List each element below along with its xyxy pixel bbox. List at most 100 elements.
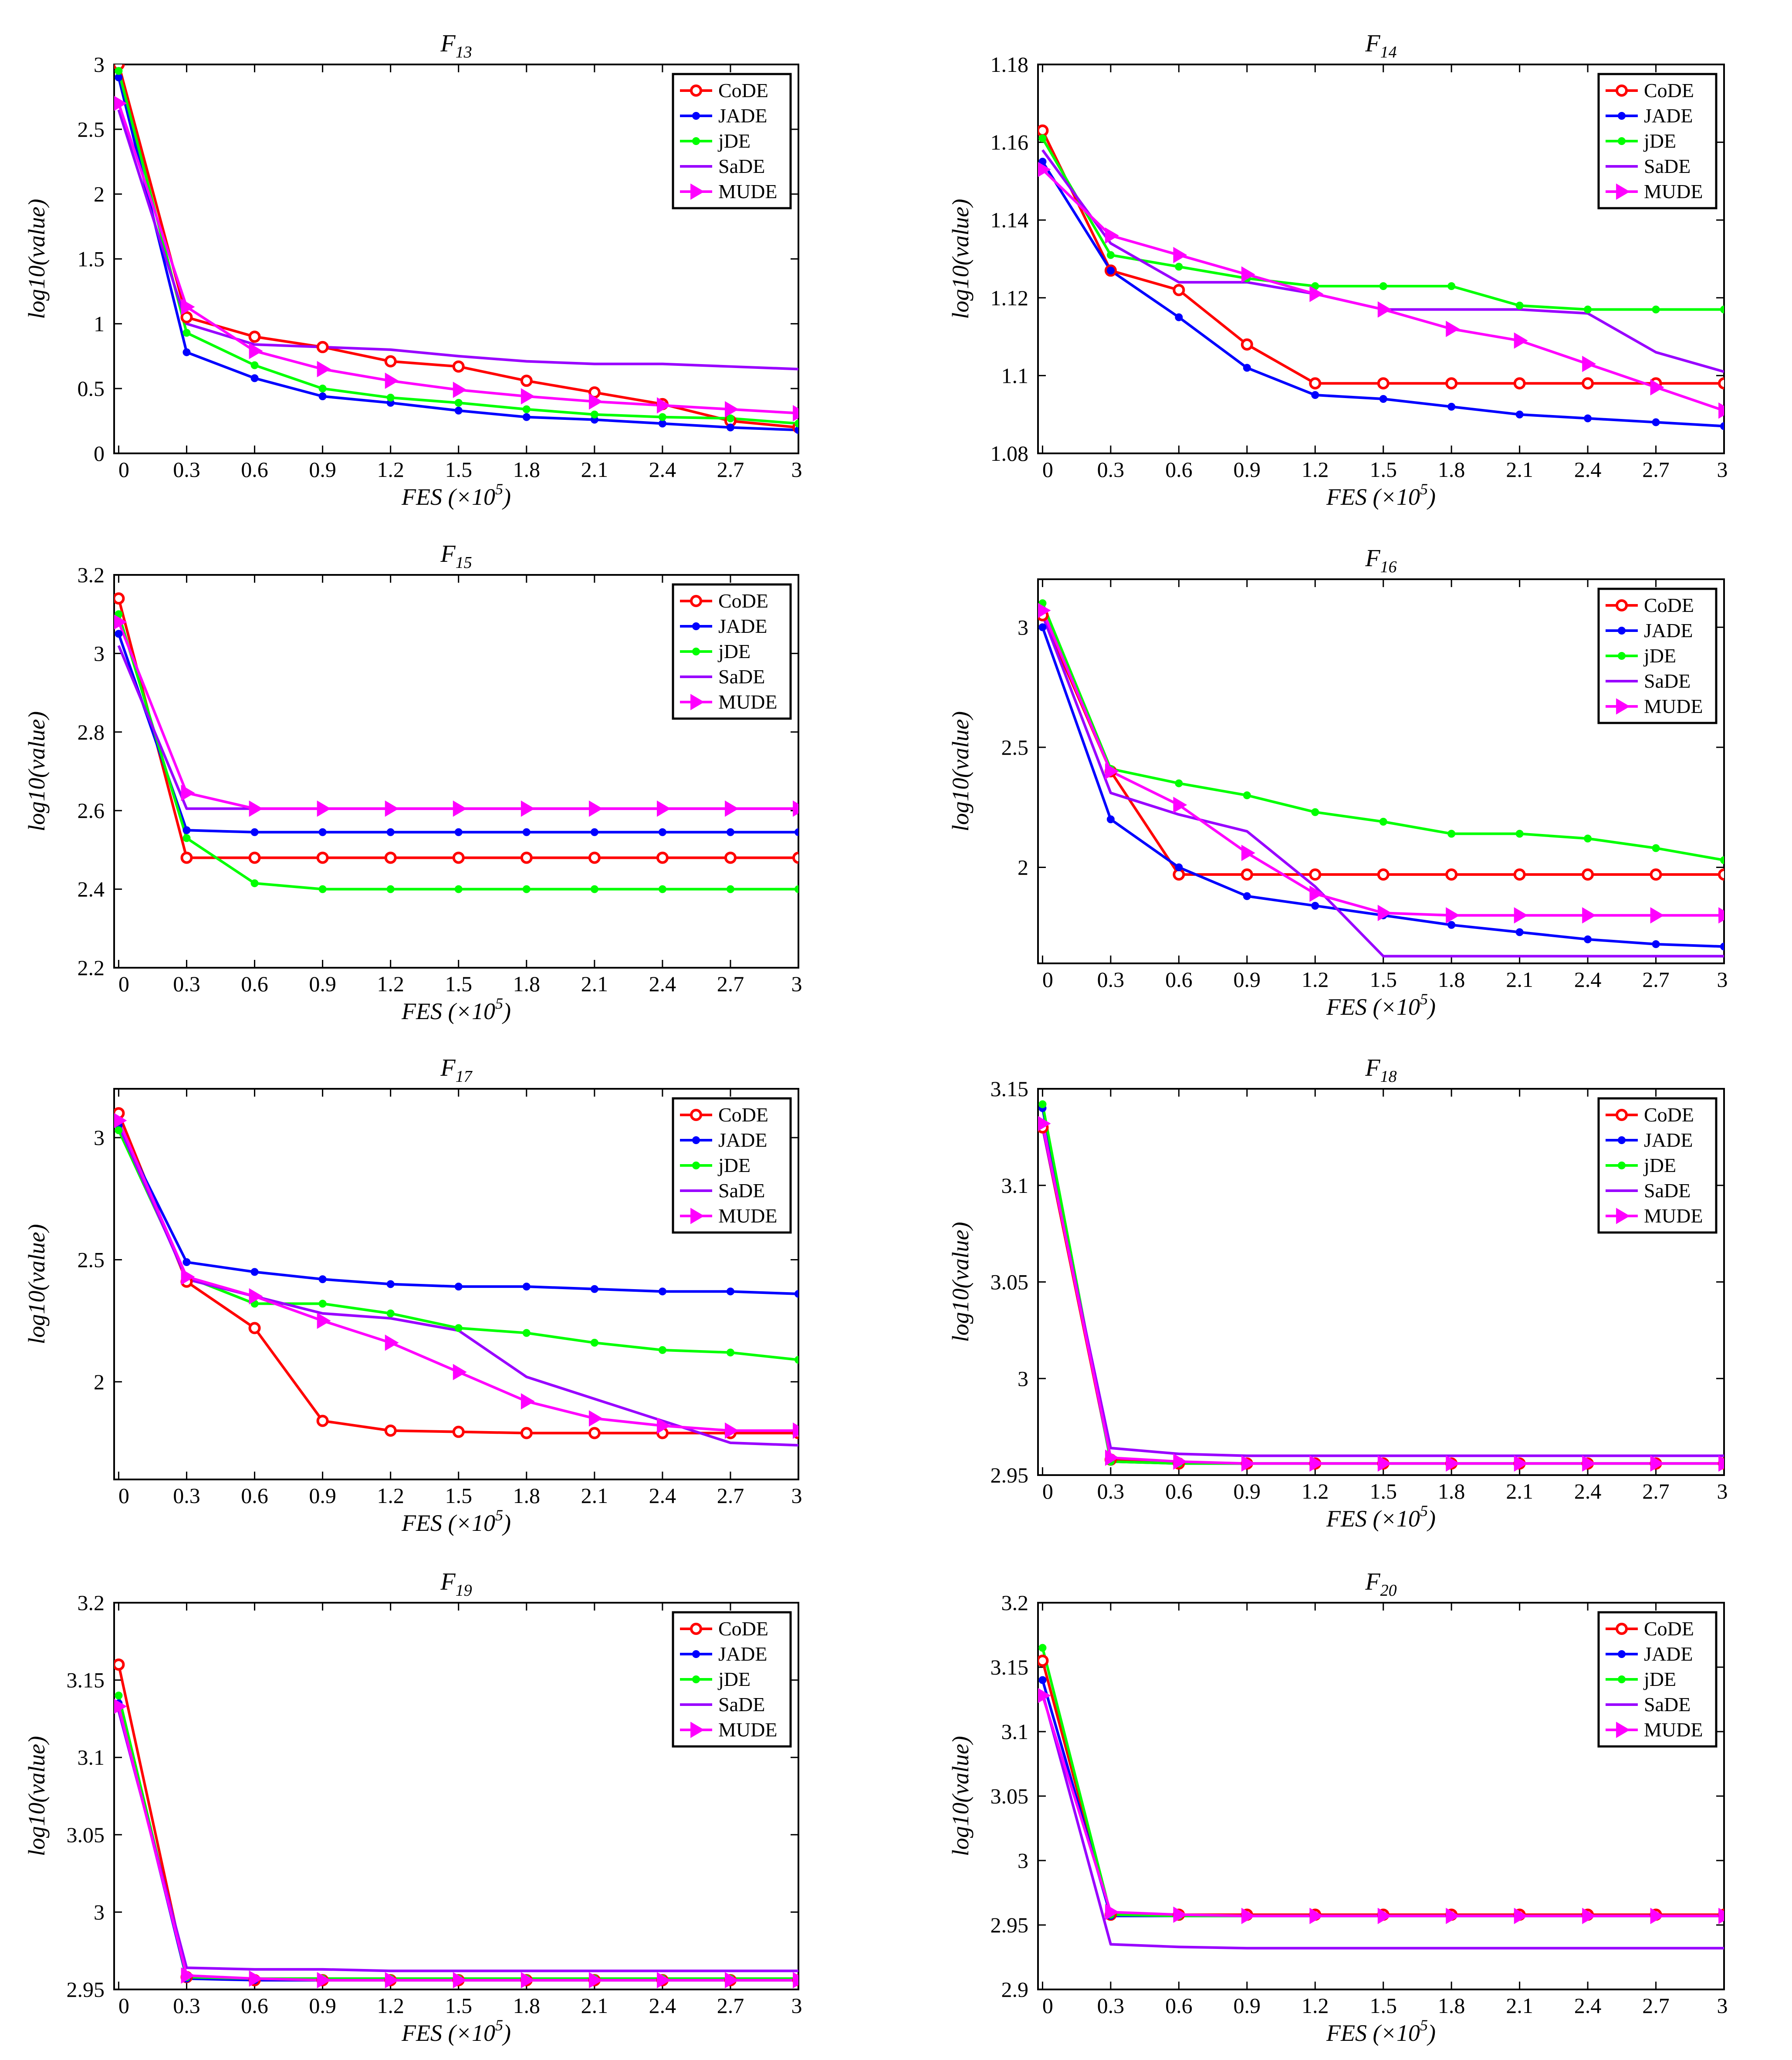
data-point-MUDE — [656, 397, 671, 414]
y-axis-label: log10(value) — [947, 1736, 974, 1856]
chart-title: F15 — [440, 540, 472, 572]
legend-marker-JADE — [1618, 112, 1626, 120]
series-line-SaDE — [117, 1710, 798, 1972]
data-point-jDE — [1175, 263, 1183, 271]
data-point-MUDE — [1038, 162, 1051, 177]
chart-panel-16: 0 0.3 0.6 0.9 1.2 1.5 1.8 2.1 2.4 2.7 3 2 2.5 3 F16 FES… — [947, 545, 1728, 1020]
legend-label-SaDE: SaDE — [1644, 155, 1691, 177]
x-tick-label: 0 — [1042, 1479, 1053, 1503]
data-point-MUDE — [249, 1288, 263, 1305]
data-point-jDE — [1379, 282, 1387, 290]
legend-label-CoDE: CoDE — [1644, 1618, 1694, 1640]
data-point-JADE — [726, 828, 734, 836]
data-point-MUDE — [588, 393, 603, 410]
x-tick-label: 2.1 — [1506, 1993, 1533, 2018]
data-point-MUDE — [1309, 286, 1324, 302]
x-tick-label: 0.6 — [241, 972, 268, 996]
data-point-jDE — [115, 67, 123, 75]
data-point-JADE — [590, 828, 598, 836]
data-point-MUDE — [1718, 1908, 1724, 1925]
legend-label-CoDE: CoDE — [1644, 1104, 1694, 1126]
legend-label-MUDE: MUDE — [1644, 1205, 1703, 1227]
x-tick-label: 2.4 — [1574, 967, 1602, 992]
y-tick-label: 2.8 — [78, 720, 105, 744]
x-tick-label: 1.5 — [1369, 1993, 1397, 2018]
data-point-jDE — [1379, 817, 1387, 826]
data-point-CoDE — [1445, 377, 1458, 390]
chart-title: F14 — [1365, 30, 1396, 61]
data-point-JADE — [726, 1287, 734, 1296]
data-point-JADE — [386, 828, 395, 836]
x-axis-label: FES (×105) — [1326, 990, 1436, 1020]
data-point-CoDE — [588, 851, 601, 864]
data-point-jDE — [1720, 305, 1724, 314]
data-point-JADE — [1311, 902, 1319, 910]
data-point-MUDE — [1173, 1906, 1187, 1923]
data-point-MUDE — [453, 382, 467, 398]
data-point-MUDE — [453, 1364, 467, 1381]
x-tick-label: 3 — [1717, 1993, 1728, 2018]
x-tick-label: 0 — [1042, 457, 1053, 482]
data-point-MUDE — [1377, 905, 1392, 921]
data-point-MUDE — [453, 800, 467, 817]
x-tick-label: 0.3 — [1097, 457, 1125, 482]
data-point-MUDE — [1377, 301, 1392, 318]
data-point-CoDE — [1038, 1655, 1049, 1667]
data-point-MUDE — [1514, 1455, 1528, 1472]
data-point-JADE — [115, 630, 123, 638]
legend-marker-JADE — [692, 112, 700, 120]
data-point-CoDE — [588, 1427, 601, 1439]
x-tick-label: 3 — [791, 1993, 802, 2018]
y-tick-label: 3.1 — [78, 1745, 105, 1770]
data-point-MUDE — [725, 1972, 739, 1989]
data-point-jDE — [590, 410, 598, 419]
x-tick-label: 3 — [1717, 1479, 1728, 1503]
data-point-jDE — [454, 1324, 463, 1332]
x-tick-label: 0.6 — [241, 1483, 268, 1508]
data-point-jDE — [522, 405, 531, 413]
data-point-JADE — [1720, 422, 1724, 430]
x-tick-label: 3 — [791, 972, 802, 996]
legend-label-SaDE: SaDE — [718, 665, 765, 688]
data-point-jDE — [795, 1356, 798, 1364]
x-tick-label: 0.3 — [1097, 1993, 1125, 2018]
x-tick-label: 1.8 — [1438, 1993, 1465, 2018]
data-point-MUDE — [181, 784, 195, 801]
data-point-jDE — [386, 1309, 395, 1317]
y-axis-label: log10(value) — [24, 711, 50, 831]
data-point-MUDE — [1446, 907, 1460, 924]
x-tick-label: 0.9 — [1234, 1993, 1261, 2018]
data-point-jDE — [1106, 251, 1115, 259]
x-tick-label: 1.2 — [377, 457, 404, 482]
data-point-JADE — [454, 406, 463, 415]
data-point-CoDE — [114, 1658, 125, 1671]
x-tick-label: 3 — [1717, 457, 1728, 482]
y-tick-label: 2.95 — [991, 1913, 1029, 1937]
legend-marker-MUDE — [690, 694, 704, 710]
data-point-MUDE — [249, 800, 263, 817]
x-tick-label: 2.1 — [581, 1993, 609, 2018]
data-point-MUDE — [114, 614, 127, 630]
legend-label-MUDE: MUDE — [1644, 695, 1703, 717]
data-point-JADE — [183, 826, 191, 834]
y-tick-label: 3.2 — [78, 563, 105, 587]
x-tick-label: 2.7 — [717, 1993, 744, 2018]
legend-label-MUDE: MUDE — [718, 1719, 777, 1741]
data-point-jDE — [318, 385, 327, 393]
legend: CoDE JADE jDE SaDE MUDE — [672, 583, 792, 720]
chart-panel-17: 0 0.3 0.6 0.9 1.2 1.5 1.8 2.1 2.4 2.7 3 2 2.5 3 F17 FES… — [24, 1054, 802, 1536]
data-point-MUDE — [1241, 844, 1255, 861]
data-point-CoDE — [520, 851, 533, 864]
data-point-MUDE — [385, 1334, 399, 1351]
data-point-MUDE — [1105, 1904, 1119, 1921]
data-point-MUDE — [1446, 1455, 1460, 1472]
plot-frame — [1037, 578, 1725, 964]
x-tick-label: 2.7 — [717, 1483, 744, 1508]
chart-panel-13: 0 0.3 0.6 0.9 1.2 1.5 1.8 2.1 2.4 2.7 3 0 0.5 1 1.5 2 2.… — [24, 30, 802, 510]
data-point-MUDE — [1582, 1908, 1596, 1925]
y-tick-label: 0 — [94, 441, 105, 466]
y-axis-label: log10(value) — [947, 199, 974, 319]
x-tick-label: 1.2 — [1302, 1993, 1329, 2018]
legend-marker-CoDE — [1616, 1623, 1628, 1635]
